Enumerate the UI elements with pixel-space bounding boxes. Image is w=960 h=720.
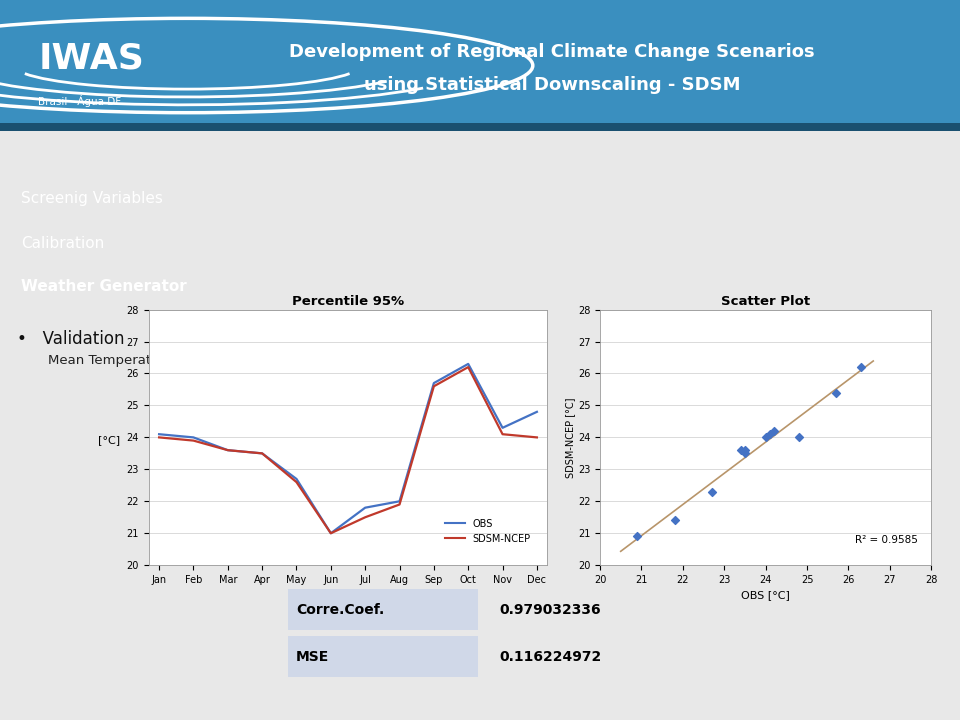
Bar bbox=[288, 636, 478, 677]
Point bbox=[704, 486, 719, 498]
Text: using Statistical Downscaling - SDSM: using Statistical Downscaling - SDSM bbox=[364, 76, 740, 94]
Legend: OBS, SDSM-NCEP: OBS, SDSM-NCEP bbox=[442, 515, 535, 547]
Point bbox=[791, 431, 806, 443]
Point bbox=[762, 428, 778, 440]
Text: 0.116224972: 0.116224972 bbox=[499, 650, 602, 664]
Text: 0.979032336: 0.979032336 bbox=[499, 603, 601, 618]
Text: IWAS: IWAS bbox=[38, 42, 144, 76]
Text: Calibration: Calibration bbox=[21, 235, 104, 251]
Text: Mean Temperature (2001-2010): Mean Temperature (2001-2010) bbox=[48, 354, 260, 367]
Text: R² = 0.9585: R² = 0.9585 bbox=[855, 535, 918, 545]
Bar bbox=[288, 589, 478, 630]
Title: Percentile 95%: Percentile 95% bbox=[292, 295, 404, 308]
Text: Brasil · Água DF: Brasil · Água DF bbox=[38, 96, 122, 107]
Point bbox=[766, 426, 781, 437]
Point bbox=[737, 448, 753, 459]
Bar bbox=[0, 123, 960, 131]
Text: Weather Generator: Weather Generator bbox=[21, 279, 186, 294]
Text: •   Validation: • Validation bbox=[16, 330, 124, 348]
Title: Scatter Plot: Scatter Plot bbox=[721, 295, 810, 308]
Point bbox=[853, 361, 869, 373]
Point bbox=[733, 444, 749, 456]
Text: Development of Regional Climate Change Scenarios: Development of Regional Climate Change S… bbox=[289, 43, 815, 61]
Text: Screenig Variables: Screenig Variables bbox=[21, 192, 162, 206]
Point bbox=[828, 387, 844, 398]
Text: MSE: MSE bbox=[296, 650, 329, 664]
Point bbox=[630, 531, 645, 542]
Point bbox=[737, 444, 753, 456]
Text: Corre.Coef.: Corre.Coef. bbox=[296, 603, 384, 618]
Point bbox=[667, 515, 683, 526]
Y-axis label: SDSM-NCEP [°C]: SDSM-NCEP [°C] bbox=[565, 397, 575, 477]
X-axis label: OBS [°C]: OBS [°C] bbox=[741, 590, 790, 600]
Point bbox=[758, 431, 774, 443]
Y-axis label: [°C]: [°C] bbox=[98, 435, 120, 445]
